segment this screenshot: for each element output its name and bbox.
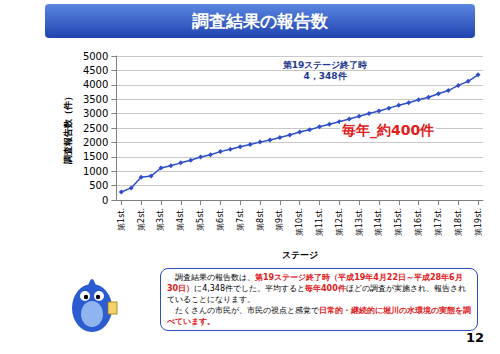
- svg-text:第9st.: 第9st.: [275, 208, 284, 231]
- svg-text:第10st.: 第10st.: [295, 208, 304, 236]
- svg-text:1000: 1000: [83, 166, 108, 177]
- svg-text:0: 0: [102, 195, 108, 206]
- svg-text:第13st.: 第13st.: [355, 208, 364, 236]
- svg-text:第5st.: 第5st.: [196, 208, 205, 231]
- html-text:4，348件: 4，348件: [303, 71, 347, 81]
- svg-text:第14st.: 第14st.: [374, 208, 383, 236]
- svg-text:2000: 2000: [83, 137, 108, 148]
- html-text:第19ステージ終了時: 第19ステージ終了時: [282, 60, 368, 70]
- svg-text:5000: 5000: [83, 51, 108, 62]
- svg-text:第4st.: 第4st.: [176, 208, 185, 231]
- svg-text:第18st.: 第18st.: [454, 208, 463, 236]
- html-text:毎年_約400件: 毎年_約400件: [342, 122, 435, 138]
- svg-text:第12st.: 第12st.: [335, 208, 344, 236]
- svg-text:第19st.: 第19st.: [474, 208, 483, 236]
- svg-text:ステージ: ステージ: [282, 250, 318, 260]
- svg-text:4500: 4500: [83, 65, 108, 76]
- svg-text:第2st.: 第2st.: [137, 208, 146, 231]
- html-text:調査結果の報告数: 調査結果の報告数: [192, 11, 328, 31]
- svg-text:4000: 4000: [83, 79, 108, 90]
- svg-text:3000: 3000: [83, 108, 108, 119]
- svg-text:第15st.: 第15st.: [394, 208, 403, 236]
- svg-text:3500: 3500: [83, 94, 108, 105]
- svg-text:500: 500: [89, 180, 108, 191]
- svg-text:第16st.: 第16st.: [414, 208, 423, 236]
- svg-text:2500: 2500: [83, 123, 108, 134]
- svg-text:1500: 1500: [83, 151, 108, 162]
- svg-text:第8st.: 第8st.: [256, 208, 265, 231]
- html-text:12: 12: [466, 330, 485, 345]
- html-text:たくさんの市民が、市民の視点と感覚で日常的・継続的に堀川の水: たくさんの市民が、市民の視点と感覚で日常的・継続的に堀川の水環境の実態を調べてい…: [167, 306, 471, 326]
- svg-text:第17st.: 第17st.: [434, 208, 443, 236]
- svg-text:調査報告数（件）: 調査報告数（件）: [63, 92, 73, 165]
- svg-text:第1st.: 第1st.: [117, 208, 126, 231]
- svg-text:第6st.: 第6st.: [216, 208, 225, 231]
- html-text:調査結果の報告数は、第19ステージ終了時（平成19年4月22: 調査結果の報告数は、第19ステージ終了時（平成19年4月22日～平成28年6月3…: [167, 273, 466, 304]
- svg-text:第3st.: 第3st.: [156, 208, 165, 231]
- svg-text:第7st.: 第7st.: [236, 208, 245, 231]
- svg-text:第11st.: 第11st.: [315, 208, 324, 236]
